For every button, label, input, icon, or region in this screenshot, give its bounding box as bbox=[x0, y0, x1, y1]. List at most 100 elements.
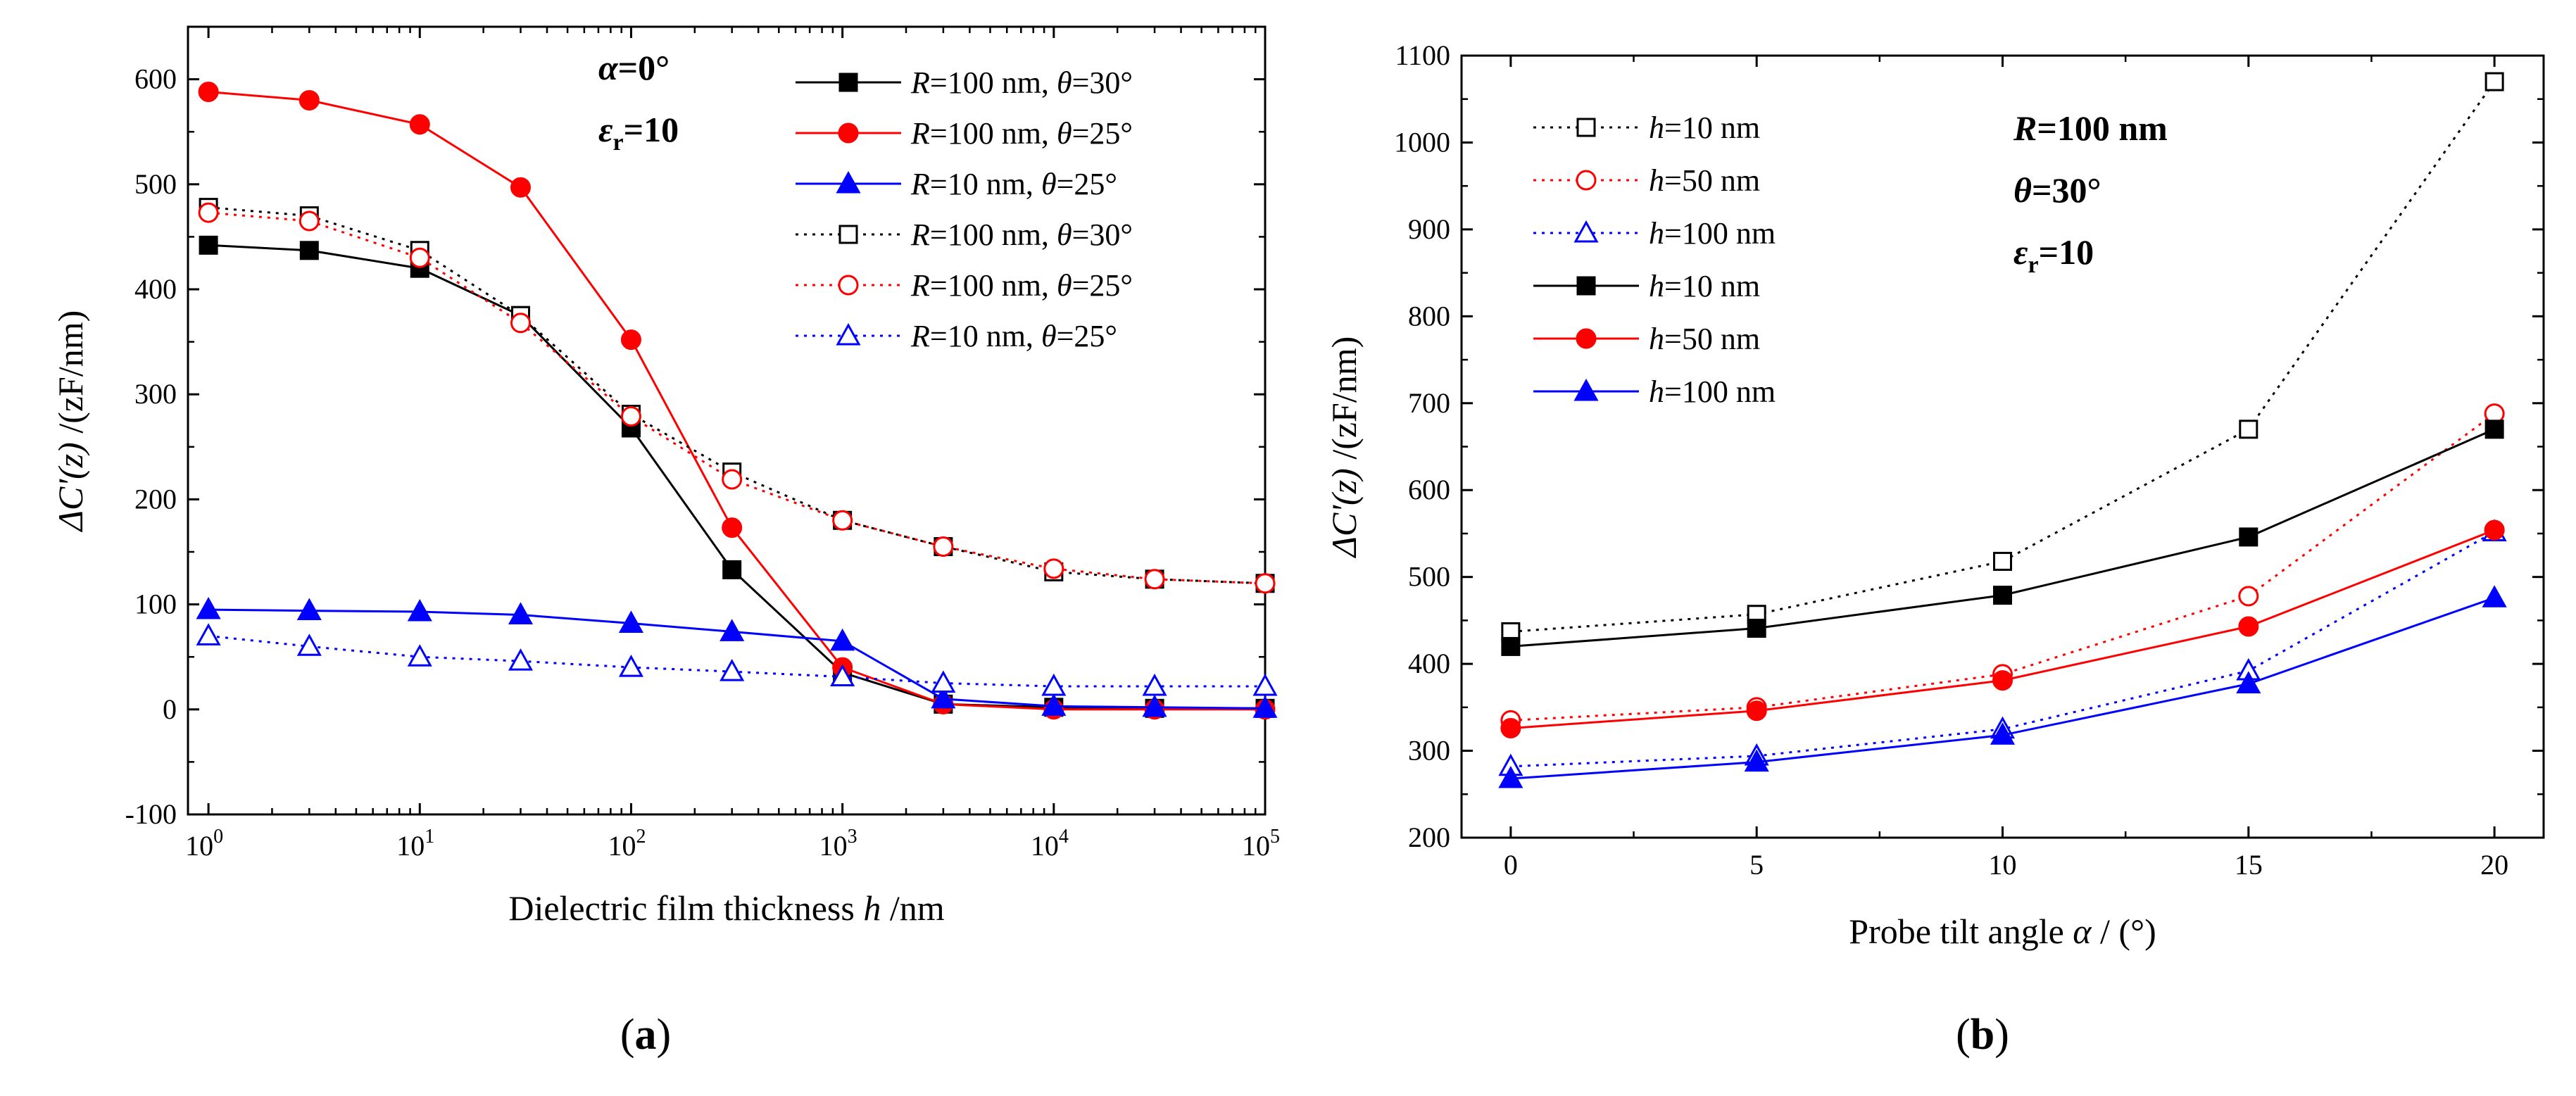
legend-marker bbox=[836, 170, 861, 194]
data-point bbox=[1993, 586, 2012, 605]
legend-marker bbox=[1576, 276, 1596, 296]
series-line bbox=[1510, 412, 2495, 722]
data-point bbox=[409, 114, 430, 135]
legend-label: h=50 nm bbox=[1649, 322, 1760, 356]
data-point bbox=[198, 202, 219, 223]
data-point bbox=[618, 655, 644, 677]
data-point bbox=[199, 235, 218, 255]
data-point bbox=[2484, 420, 2504, 439]
legend-marker bbox=[1573, 220, 1599, 243]
x-tick-label: 0 bbox=[1504, 849, 1518, 881]
data-point bbox=[1252, 695, 1278, 718]
legend-label: h=10 nm bbox=[1649, 111, 1760, 145]
data-point bbox=[296, 598, 322, 621]
data-point bbox=[1252, 673, 1278, 696]
legend-item: h=50 nm bbox=[1533, 322, 1760, 356]
data-point bbox=[2484, 519, 2505, 541]
legend-item: R=100 nm, θ=25° bbox=[796, 268, 1133, 303]
y-tick-label: 200 bbox=[134, 483, 177, 515]
legend-item: h=50 nm bbox=[1533, 163, 1760, 198]
legend-label: R=100 nm, θ=30° bbox=[910, 65, 1133, 100]
chart-panel-a: -100 0 100 200 300 400 500 600 100 101 102 103 104 10… bbox=[51, 25, 1280, 1059]
legend: R=100 nm, θ=30° R=100 nm, θ=25° R=10 nm, θ… bbox=[796, 65, 1133, 353]
data-point bbox=[296, 634, 322, 656]
y-tick-label: 1100 bbox=[1395, 39, 1450, 71]
x-tick-label: 20 bbox=[2480, 849, 2508, 881]
legend-item: h=10 nm bbox=[1533, 269, 1760, 303]
y-tick-label: 200 bbox=[1408, 821, 1450, 853]
y-tick-label: 900 bbox=[1408, 213, 1450, 245]
legend-marker bbox=[1576, 118, 1596, 137]
legend-item: h=10 nm bbox=[1533, 111, 1760, 145]
data-point bbox=[2239, 420, 2258, 439]
x-tick-label: 101 bbox=[396, 826, 434, 862]
data-point bbox=[407, 598, 432, 622]
y-tick-label: 500 bbox=[134, 168, 177, 200]
legend-label: R=100 nm, θ=25° bbox=[910, 268, 1133, 303]
plot-frame bbox=[187, 25, 1267, 816]
series-1 bbox=[1501, 72, 2504, 641]
series-6 bbox=[1498, 585, 2507, 788]
legend-marker bbox=[836, 322, 861, 346]
data-point bbox=[1990, 722, 2016, 745]
annotation: θ=30° bbox=[2013, 170, 2101, 210]
x-axis-title: Probe tilt angle α / (°) bbox=[1849, 912, 2156, 951]
y-tick-label: 0 bbox=[163, 693, 177, 725]
annotation-block: α=0° εr=10 bbox=[598, 48, 679, 156]
panel-label: (b) bbox=[1956, 1011, 2009, 1059]
annotation-block: R=100 nm θ=30° εr=10 bbox=[2013, 108, 2168, 278]
data-point bbox=[720, 619, 745, 641]
data-point bbox=[1498, 765, 1523, 788]
data-point bbox=[198, 82, 219, 103]
annotation: α=0° bbox=[598, 48, 670, 87]
data-point bbox=[196, 623, 221, 645]
legend-label: h=100 nm bbox=[1649, 216, 1776, 251]
data-point bbox=[722, 469, 743, 490]
data-point bbox=[1744, 749, 1769, 772]
data-point bbox=[931, 686, 956, 709]
legend-marker bbox=[838, 275, 859, 296]
legend-marker bbox=[838, 122, 859, 144]
series-3 bbox=[196, 596, 1278, 718]
legend-item: R=10 nm, θ=25° bbox=[796, 319, 1117, 353]
series-4 bbox=[1501, 420, 2504, 656]
legend-marker bbox=[1576, 170, 1597, 191]
legend-label: R=100 nm, θ=25° bbox=[910, 116, 1133, 151]
x-tick-label: 103 bbox=[819, 826, 857, 862]
data-point bbox=[196, 596, 221, 619]
y-axis-title: ΔC'(z) /(zF/nm) bbox=[1324, 336, 1364, 559]
data-point bbox=[1993, 551, 2012, 571]
x-tick-label: 102 bbox=[608, 826, 646, 862]
legend-label: h=50 nm bbox=[1649, 163, 1760, 198]
data-point bbox=[832, 510, 853, 531]
x-axis-title: Dielectric film thickness h /nm bbox=[508, 888, 944, 928]
legend-item: h=100 nm bbox=[1533, 216, 1776, 251]
legend-marker bbox=[838, 73, 858, 92]
data-point bbox=[1501, 636, 1521, 656]
data-point bbox=[722, 517, 743, 538]
x-tick-label: 104 bbox=[1031, 826, 1069, 862]
data-point bbox=[510, 313, 531, 334]
data-point bbox=[1746, 700, 1767, 722]
series-5 bbox=[198, 202, 1276, 594]
data-point bbox=[409, 247, 430, 268]
data-point bbox=[2239, 527, 2258, 547]
legend-item: R=100 nm, θ=30° bbox=[796, 218, 1133, 252]
data-point bbox=[1500, 717, 1521, 738]
y-axis-title: ΔC'(z) /(zF/nm) bbox=[51, 310, 90, 533]
y-tick-label: 300 bbox=[1408, 735, 1450, 767]
data-point bbox=[931, 670, 956, 693]
data-point bbox=[299, 210, 320, 232]
x-tick-label: 15 bbox=[2235, 849, 2263, 881]
annotation: εr=10 bbox=[598, 110, 679, 156]
panel-label: (a) bbox=[620, 1011, 671, 1059]
data-point bbox=[407, 644, 432, 667]
data-point bbox=[1142, 694, 1167, 717]
data-point bbox=[1747, 618, 1766, 638]
legend-item: R=100 nm, θ=25° bbox=[796, 116, 1133, 151]
chart-panel-b: 200 300 400 500 600 700 800 900 1000 1100 0 5 10 15 20… bbox=[1324, 39, 2545, 1059]
data-point bbox=[1041, 693, 1067, 716]
series-5 bbox=[1500, 519, 2505, 738]
data-point bbox=[508, 602, 534, 625]
